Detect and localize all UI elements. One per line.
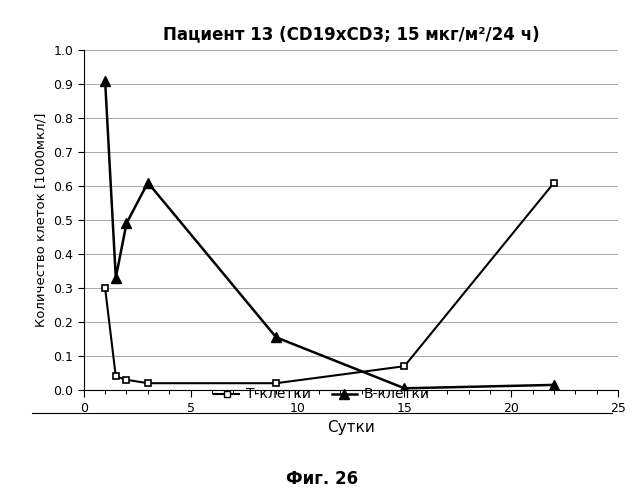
X-axis label: Сутки: Сутки xyxy=(327,420,375,436)
Legend: Т-клетки, В-клетки: Т-клетки, В-клетки xyxy=(210,383,434,406)
Text: Фиг. 26: Фиг. 26 xyxy=(286,470,358,488)
Y-axis label: Количество клеток [1000мкл/]: Количество клеток [1000мкл/] xyxy=(35,113,48,327)
Title: Пациент 13 (CD19хCD3; 15 мкг/м²/24 ч): Пациент 13 (CD19хCD3; 15 мкг/м²/24 ч) xyxy=(163,25,539,43)
